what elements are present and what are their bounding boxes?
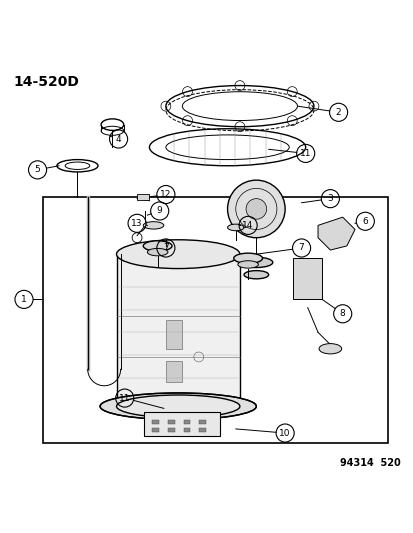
Ellipse shape [147,248,168,256]
Bar [166,320,182,349]
Ellipse shape [116,240,239,269]
Text: 12: 12 [160,190,171,199]
Polygon shape [317,217,354,250]
Text: 5: 5 [35,165,40,174]
FancyBboxPatch shape [144,411,220,436]
Text: 10: 10 [279,429,290,438]
Bar [199,420,205,424]
Ellipse shape [143,241,172,251]
Ellipse shape [116,395,239,418]
Circle shape [245,199,266,219]
Text: 4: 4 [116,134,121,143]
Text: 8: 8 [339,309,345,318]
Ellipse shape [100,393,256,419]
Bar [168,420,174,424]
Ellipse shape [237,261,258,268]
Text: 94314  520: 94314 520 [339,458,399,468]
Text: 11: 11 [299,149,311,158]
Text: 2: 2 [335,108,341,117]
Bar [199,428,205,432]
Text: 14-520D: 14-520D [14,75,79,90]
Bar [166,361,182,382]
Text: 13: 13 [131,219,142,228]
Text: 1: 1 [21,295,27,304]
Bar [293,259,321,300]
Circle shape [227,180,285,238]
Text: 14: 14 [242,221,253,230]
Ellipse shape [143,222,164,229]
Bar [43,197,387,443]
Text: 7: 7 [163,244,169,253]
Bar [183,428,190,432]
Ellipse shape [233,253,262,263]
Ellipse shape [239,257,272,268]
Text: 7: 7 [298,244,304,253]
Text: 6: 6 [361,217,367,226]
Bar [168,428,174,432]
Bar [152,428,159,432]
Bar [183,420,190,424]
Text: 9: 9 [157,206,162,215]
Ellipse shape [227,224,243,231]
Bar [152,420,159,424]
Text: 11: 11 [119,393,130,402]
Ellipse shape [318,344,341,354]
Bar [116,254,239,406]
Ellipse shape [243,271,268,279]
Text: 3: 3 [327,194,332,203]
Bar [137,193,149,200]
